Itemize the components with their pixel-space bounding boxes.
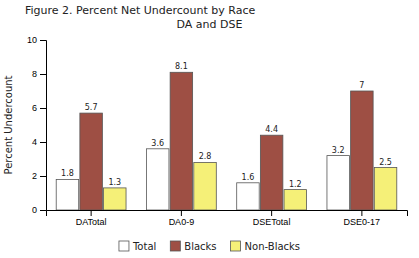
legend-swatch: [119, 241, 129, 251]
data-label: 4.4: [265, 125, 278, 134]
axis-line: [40, 41, 47, 211]
tick: 8: [32, 69, 46, 79]
subtitle: DA and DSE: [177, 18, 243, 31]
tick-label: DSE0-17: [344, 217, 381, 227]
bar: [194, 162, 216, 210]
legend-label: Blacks: [184, 241, 216, 252]
series: [80, 72, 373, 210]
tick: DSETotal: [253, 210, 291, 227]
legend-item: Total: [119, 241, 156, 252]
tick-mark: [40, 40, 46, 41]
tick-label: DSETotal: [253, 217, 291, 227]
tick: 2: [32, 171, 46, 181]
legend-swatch: [231, 241, 241, 251]
tick: 10: [27, 35, 46, 45]
bar: [56, 179, 78, 210]
plot: 1.8 3.6 1.6 3.2 5.7 8.1 4.4 7 1.3 2.8 1.2 2.5 0 2 4 6 8 1…: [27, 35, 408, 227]
tick-label: DATotal: [76, 217, 107, 227]
tick-label: 4: [32, 137, 37, 147]
y-axis: 0 2 4 6 8 10: [27, 35, 47, 215]
tick-label: 8: [32, 69, 37, 79]
tick: DSE0-17: [344, 210, 381, 227]
tick-mark: [40, 176, 46, 177]
data-label: 3.6: [151, 139, 164, 148]
tick-mark: [40, 210, 46, 211]
bar: [237, 183, 259, 210]
data-label: 2.8: [199, 152, 212, 161]
data-label: 1.3: [108, 178, 121, 187]
tick-mark: [271, 210, 272, 216]
bar: [80, 113, 102, 210]
x-axis: DATotal DA0-9 DSETotal DSE0-17: [47, 210, 408, 227]
data-label: 3.2: [332, 146, 345, 155]
data-label: 7: [359, 81, 364, 90]
data-labels: 1.8 3.6 1.6 3.2 5.7 8.1 4.4 7 1.3 2.8 1.2 2.5: [61, 62, 392, 188]
tick-mark: [361, 210, 362, 216]
tick: DATotal: [76, 210, 107, 227]
legend: Total Blacks Non-Blacks: [119, 241, 300, 252]
legend-item: Blacks: [170, 241, 216, 252]
title: Figure 2. Percent Net Undercount by Race: [25, 4, 256, 17]
legend-label: Total: [132, 241, 156, 252]
series: [104, 162, 397, 210]
data-label: 1.2: [289, 180, 302, 189]
data-label: 8.1: [175, 62, 188, 71]
chart: Figure 2. Percent Net Undercount by Race…: [0, 0, 419, 258]
tick-mark: [91, 210, 92, 216]
bar: [104, 188, 126, 210]
bars: [56, 72, 397, 210]
data-label: 1.8: [61, 169, 74, 178]
legend-item: Non-Blacks: [231, 241, 300, 252]
tick-label: 0: [32, 205, 37, 215]
tick-label: 6: [32, 103, 37, 113]
data-label: 2.5: [379, 158, 392, 167]
bar: [374, 168, 396, 211]
tick: 0: [32, 205, 46, 215]
tick: 6: [32, 103, 46, 113]
data-label: 5.7: [85, 103, 98, 112]
legend-swatch: [170, 241, 180, 251]
axis-line: [47, 211, 408, 217]
tick-label: 2: [32, 171, 37, 181]
data-label: 1.6: [242, 173, 255, 182]
bar: [351, 91, 373, 210]
tick-mark: [181, 210, 182, 216]
tick-label: DA0-9: [169, 217, 195, 227]
bar: [146, 149, 168, 210]
tick-mark: [40, 74, 46, 75]
tick: DA0-9: [169, 210, 195, 227]
tick-mark: [40, 142, 46, 143]
bar: [260, 135, 282, 210]
y-axis-title: Percent Undercount: [3, 75, 14, 174]
tick: 4: [32, 137, 46, 147]
bar: [327, 156, 349, 210]
bar: [284, 190, 306, 210]
legend-label: Non-Blacks: [245, 241, 300, 252]
bar: [170, 72, 192, 210]
tick-label: 10: [27, 35, 37, 45]
tick-mark: [40, 108, 46, 109]
